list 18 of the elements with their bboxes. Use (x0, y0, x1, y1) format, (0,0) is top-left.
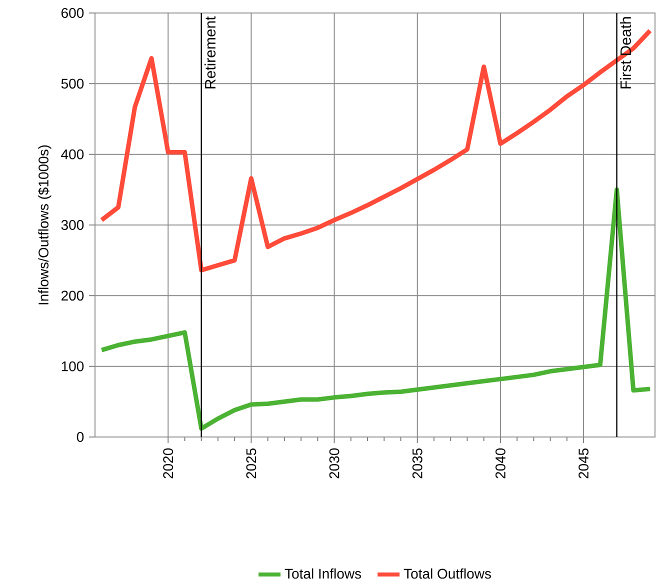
x-tick-label: 2030 (329, 448, 340, 478)
x-tick-label: 2040 (495, 448, 506, 478)
ref-line-label: First Death (620, 17, 631, 88)
legend-label: Total Inflows (284, 568, 362, 579)
y-axis-title: Inflows/Outflows ($1000s) (38, 146, 52, 304)
y-tick-label: 0 (76, 432, 84, 442)
legend-label: Total Outflows (404, 568, 491, 579)
ref-line-label: Retirement (204, 16, 216, 89)
x-tick-label: 2020 (163, 448, 174, 478)
x-tick-label: 2035 (412, 448, 422, 478)
y-tick-label: 100 (62, 362, 84, 372)
y-tick-label: 300 (61, 220, 84, 230)
y-tick-label: 500 (61, 78, 84, 89)
y-tick-label: 600 (61, 8, 84, 18)
x-tick-label: 2045 (578, 448, 589, 478)
x-tick-label: 2025 (246, 448, 256, 478)
y-tick-label: 400 (61, 150, 84, 160)
y-tick-label: 200 (61, 290, 84, 301)
